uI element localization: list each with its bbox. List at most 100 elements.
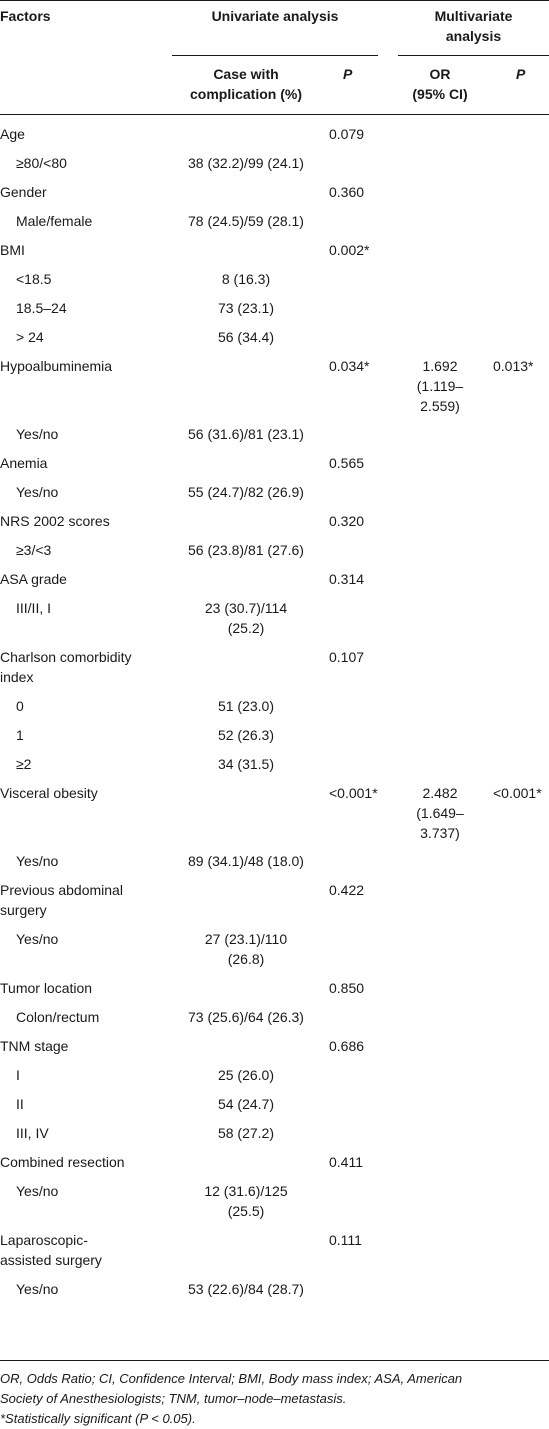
- header-multivariate-line1: Multivariate: [434, 8, 513, 24]
- row-factor: Previous abdominal: [0, 882, 123, 898]
- row-factor: Tumor location: [0, 980, 93, 996]
- row-factor: 1: [16, 727, 24, 743]
- row-factor: assisted surgery: [0, 1252, 102, 1268]
- row-factor: Yes/no: [16, 426, 59, 442]
- row-factor: Yes/no: [16, 853, 59, 869]
- row-case-complication: 56 (31.6)/81 (23.1): [188, 426, 304, 442]
- table-bottom-rule: [0, 1360, 549, 1361]
- row-p-univariate: 0.079: [329, 126, 365, 142]
- multivariate-span-rule: [398, 55, 549, 56]
- row-factor: Hypoalbuminemia: [0, 358, 113, 374]
- row-factor: Colon/rectum: [16, 1009, 100, 1025]
- row-factor: Age: [0, 126, 25, 142]
- row-factor: ASA grade: [0, 571, 67, 587]
- row-case-complication: (25.2): [227, 620, 265, 636]
- header-univariate: Univariate analysis: [211, 8, 339, 24]
- row-or-ci: 3.737): [420, 825, 460, 841]
- header-case-line1: Case with: [213, 66, 279, 82]
- row-case-complication: 56 (34.4): [217, 329, 275, 345]
- row-case-complication: 78 (24.5)/59 (28.1): [188, 213, 304, 229]
- header-or-line2: (95% CI): [412, 86, 468, 102]
- header-factors: Factors: [0, 8, 51, 24]
- row-factor: 0: [16, 698, 24, 714]
- row-case-complication: 53 (22.6)/84 (28.7): [188, 1281, 304, 1297]
- row-factor: 18.5–24: [16, 300, 67, 316]
- row-factor: ≥3/<3: [16, 542, 52, 558]
- row-factor: Laparoscopic-: [0, 1232, 88, 1248]
- row-p-univariate: 0.850: [329, 980, 365, 996]
- footnote-abbreviations-2: Society of Anesthesiologists; TNM, tumor…: [0, 1391, 347, 1406]
- row-p-univariate: 0.107: [329, 649, 365, 665]
- row-factor: TNM stage: [0, 1038, 69, 1054]
- row-case-complication: 52 (26.3): [217, 727, 275, 743]
- row-factor: II: [16, 1096, 24, 1112]
- row-case-complication: 73 (25.6)/64 (26.3): [188, 1009, 304, 1025]
- row-factor: surgery: [0, 902, 47, 918]
- row-factor: ≥80/<80: [16, 155, 67, 171]
- header-multivariate-line2: analysis: [445, 28, 502, 44]
- row-case-complication: 12 (31.6)/125: [204, 1183, 288, 1199]
- header-or-line1: OR: [429, 66, 451, 82]
- row-factor: III/II, I: [16, 600, 52, 616]
- row-factor: <18.5: [16, 271, 52, 287]
- header-bottom-rule: [0, 114, 549, 115]
- row-case-complication: 38 (32.2)/99 (24.1): [188, 155, 304, 171]
- row-factor: index: [0, 669, 34, 685]
- row-case-complication: 51 (23.0): [217, 698, 275, 714]
- row-factor: BMI: [0, 242, 25, 258]
- row-case-complication: 73 (23.1): [217, 300, 275, 316]
- row-case-complication: 27 (23.1)/110: [204, 931, 288, 947]
- row-factor: Charlson comorbidity: [0, 649, 132, 665]
- univariate-span-rule: [172, 55, 378, 56]
- row-factor: III, IV: [16, 1125, 49, 1141]
- row-p-univariate: 0.320: [329, 513, 365, 529]
- header-case-line2: complication (%): [189, 86, 302, 102]
- footnote-abbreviations-1: OR, Odds Ratio; CI, Confidence Interval;…: [0, 1371, 463, 1386]
- row-p-univariate: 0.314: [329, 571, 365, 587]
- row-p-univariate: 0.002*: [329, 242, 370, 258]
- row-factor: I: [16, 1067, 20, 1083]
- row-factor: Anemia: [0, 455, 48, 471]
- row-case-complication: 25 (26.0): [217, 1067, 275, 1083]
- footnote-significance: *Statistically significant (P < 0.05).: [0, 1411, 196, 1426]
- row-factor: Visceral obesity: [0, 785, 98, 801]
- row-p-multivariate: 0.013*: [493, 358, 534, 374]
- header-p-multivariate: P: [516, 66, 526, 82]
- row-or-ci: (1.119–: [416, 378, 464, 394]
- row-factor: Yes/no: [16, 1281, 59, 1297]
- row-case-complication: 56 (23.8)/81 (27.6): [188, 542, 304, 558]
- row-case-complication: 89 (34.1)/48 (18.0): [188, 853, 304, 869]
- header-p-univariate: P: [343, 66, 353, 82]
- row-case-complication: (26.8): [227, 951, 265, 967]
- row-factor: ≥2: [16, 756, 32, 772]
- row-p-univariate: 0.360: [329, 184, 365, 200]
- row-or-ci: 1.692: [422, 358, 458, 374]
- row-case-complication: 34 (31.5): [217, 756, 275, 772]
- row-case-complication: 23 (30.7)/114: [204, 600, 288, 616]
- row-p-univariate: <0.001*: [329, 785, 378, 801]
- row-p-univariate: 0.422: [329, 882, 365, 898]
- row-factor: Male/female: [16, 213, 93, 229]
- row-case-complication: 58 (27.2): [217, 1125, 275, 1141]
- row-case-complication: 54 (24.7): [217, 1096, 275, 1112]
- row-factor: NRS 2002 scores: [0, 513, 110, 529]
- row-p-multivariate: <0.001*: [493, 785, 542, 801]
- row-p-univariate: 0.411: [329, 1154, 363, 1170]
- row-case-complication: (25.5): [227, 1203, 265, 1219]
- row-factor: > 24: [16, 329, 44, 345]
- row-p-univariate: 0.034*: [329, 358, 370, 374]
- table-top-rule: [0, 0, 549, 1]
- row-or-ci: (1.649–: [416, 805, 464, 821]
- row-or-ci: 2.559): [420, 398, 460, 414]
- row-factor: Yes/no: [16, 931, 59, 947]
- row-case-complication: 55 (24.7)/82 (26.9): [188, 484, 304, 500]
- row-or-ci: 2.482: [422, 785, 458, 801]
- row-case-complication: 8 (16.3): [221, 271, 271, 287]
- row-p-univariate: 0.686: [329, 1038, 365, 1054]
- row-factor: Combined resection: [0, 1154, 125, 1170]
- row-p-univariate: 0.565: [329, 455, 365, 471]
- row-factor: Gender: [0, 184, 47, 200]
- row-p-univariate: 0.111: [329, 1232, 362, 1248]
- row-factor: Yes/no: [16, 484, 59, 500]
- row-factor: Yes/no: [16, 1183, 59, 1199]
